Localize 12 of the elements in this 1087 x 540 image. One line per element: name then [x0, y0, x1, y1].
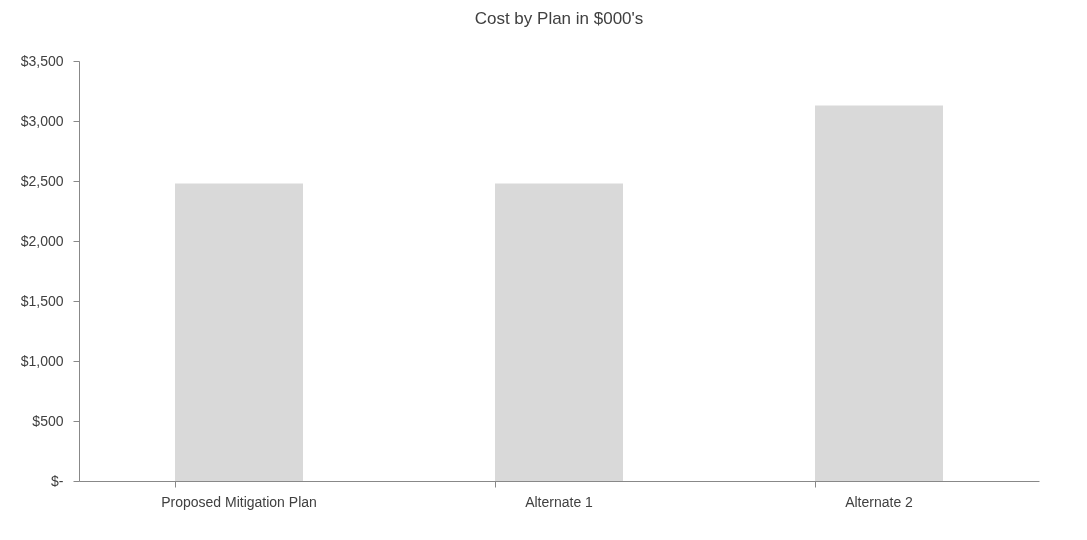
y-tick-label: $-: [51, 472, 64, 489]
x-tick-label: Proposed Mitigation Plan: [161, 493, 317, 510]
y-tick-label: $3,000: [20, 112, 64, 129]
y-tick-label: $1,000: [20, 352, 64, 369]
y-tick-label: $2,500: [20, 172, 64, 189]
x-tick-label: Alternate 2: [845, 493, 914, 510]
y-tick-label: $500: [32, 412, 64, 429]
chart-title: Cost by Plan in $000's: [474, 9, 644, 28]
y-tick-label: $2,000: [20, 232, 64, 249]
x-tick-label: Alternate 1: [525, 493, 594, 510]
y-tick-label: $1,500: [20, 292, 64, 309]
y-tick-label: $3,500: [20, 52, 64, 69]
